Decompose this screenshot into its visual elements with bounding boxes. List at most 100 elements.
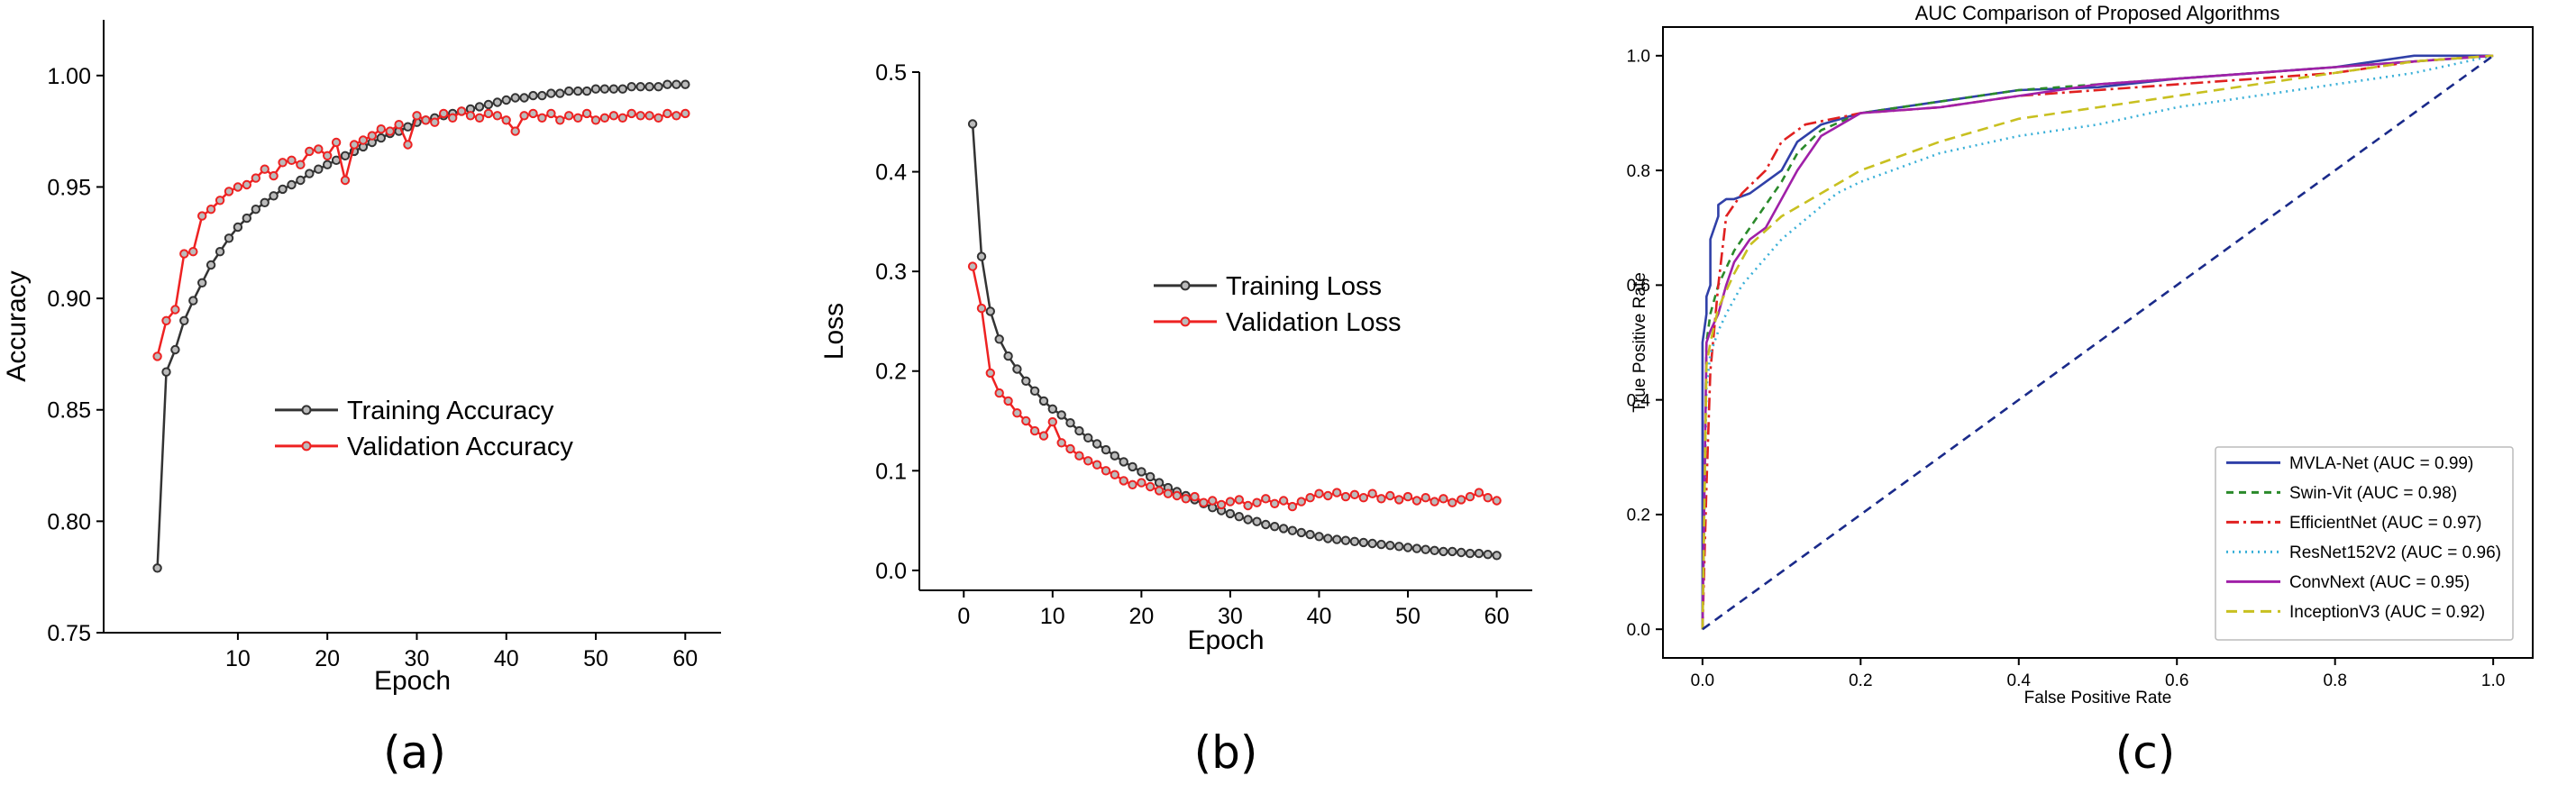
data-point [1234, 512, 1245, 522]
x-tick-label: 20 [315, 646, 340, 671]
data-point [376, 124, 386, 134]
data-point [1154, 478, 1165, 488]
data-point [1261, 494, 1271, 504]
data-point [1012, 364, 1022, 374]
data-point [1420, 493, 1430, 503]
data-point [242, 179, 251, 190]
data-point [1278, 496, 1289, 506]
y-tick-label: 0.95 [47, 175, 91, 200]
data-point [170, 305, 180, 315]
data-point [1332, 488, 1342, 497]
data-point [1457, 495, 1466, 505]
data-point [206, 260, 216, 270]
chart-title: AUC Comparison of Proposed Algorithms [1915, 2, 2280, 24]
data-point [161, 367, 171, 377]
data-point [994, 334, 1004, 344]
data-point [233, 182, 243, 192]
data-point [1190, 491, 1200, 502]
data-point [1047, 404, 1058, 414]
data-point [671, 79, 681, 89]
data-point [1092, 439, 1102, 449]
data-point [662, 79, 672, 89]
data-point [1234, 495, 1245, 505]
data-point [483, 99, 494, 110]
data-point [1287, 501, 1298, 512]
data-point [197, 278, 207, 288]
panel-label-c: (c) [2115, 726, 2176, 779]
data-point [152, 351, 162, 361]
data-point [1128, 461, 1137, 472]
x-tick-label: 0.0 [1691, 671, 1714, 690]
legend-label-1: Validation Loss [1226, 308, 1402, 337]
data-point [1448, 546, 1457, 557]
data-point [287, 179, 297, 190]
data-point [546, 88, 556, 98]
data-point [1411, 543, 1422, 553]
data-point [1367, 488, 1377, 498]
data-point [305, 146, 315, 157]
data-point [1305, 493, 1315, 503]
data-point [421, 115, 431, 125]
data-point [985, 368, 996, 379]
data-point [188, 296, 198, 306]
series-line-5 [1701, 54, 2494, 630]
data-point [1101, 466, 1111, 476]
y-tick-label: 1.0 [1627, 48, 1650, 67]
x-tick-label: 10 [1040, 604, 1065, 629]
data-point [1296, 497, 1307, 507]
data-point [1056, 410, 1066, 420]
data-point [1003, 351, 1013, 361]
data-point [1101, 444, 1111, 455]
data-point [1358, 537, 1369, 548]
data-point [492, 111, 502, 121]
data-point [1323, 534, 1333, 543]
data-point [1439, 546, 1448, 557]
data-point [644, 111, 654, 121]
x-axis-label: Epoch [1187, 625, 1264, 655]
data-point [376, 132, 386, 143]
data-point [456, 106, 467, 116]
data-point [1216, 499, 1227, 510]
data-point [465, 111, 476, 121]
x-tick-label: 0 [957, 604, 970, 629]
legend-label-3: ResNet152V2 (AUC = 0.96) [2289, 543, 2501, 562]
data-point [1199, 497, 1209, 507]
data-point [1225, 508, 1236, 519]
series-line-4 [1701, 54, 2494, 630]
series-line-6 [1702, 54, 2494, 631]
series-line-0 [156, 83, 686, 569]
data-point [662, 108, 672, 119]
series-line-2 [1701, 54, 2494, 630]
data-point [296, 160, 306, 169]
data-point [653, 82, 663, 92]
data-point [430, 117, 440, 127]
data-point [215, 196, 225, 205]
data-point [994, 388, 1004, 398]
x-axis-label: False Positive Rate [2024, 689, 2172, 707]
data-point [976, 251, 987, 261]
data-point [340, 175, 351, 186]
data-point [1402, 491, 1413, 502]
legend-label-0: Training Loss [1226, 272, 1382, 301]
data-point [1287, 525, 1298, 535]
x-tick-label: 50 [1395, 604, 1420, 629]
data-point [1457, 547, 1466, 558]
data-point [626, 82, 636, 92]
data-point [537, 113, 547, 123]
data-point [1385, 490, 1395, 501]
x-tick-label: 30 [1218, 604, 1243, 629]
data-point [492, 97, 502, 107]
data-point [1376, 494, 1386, 504]
data-point [1349, 536, 1360, 546]
data-point [1003, 396, 1013, 406]
data-point [564, 86, 574, 96]
data-point [1038, 396, 1049, 406]
x-tick-label: 0.8 [2323, 671, 2346, 690]
data-point [1394, 495, 1404, 505]
data-point [617, 84, 627, 94]
series-line-1 [156, 110, 686, 357]
chart-training-validation-loss: 0 10 20 30 40 50 60 0.0 0.1 0.2 0.3 0.4 0.5 Epoch Loss… [819, 60, 1532, 655]
data-point [1323, 490, 1333, 501]
data-point [1492, 551, 1502, 561]
